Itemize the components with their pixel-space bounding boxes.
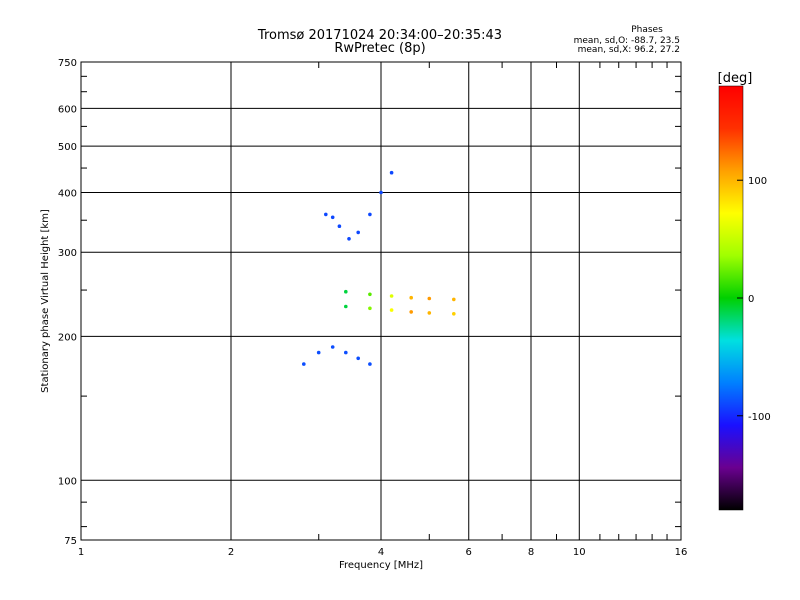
chart-title: Tromsø 20171024 20:34:00–20:35:43 — [257, 28, 502, 43]
data-point — [347, 237, 351, 241]
x-tick-label: 1 — [78, 547, 84, 558]
data-point — [368, 212, 372, 217]
data-point — [356, 356, 361, 361]
y-tick-label: 500 — [58, 142, 77, 153]
chart-subtitle: RwPretec (8p) — [334, 41, 425, 56]
data-point — [344, 304, 348, 309]
data-point — [344, 350, 348, 355]
y-tick-label: 600 — [58, 104, 77, 115]
data-point — [427, 311, 432, 315]
data-point — [389, 170, 394, 175]
y-tick-label: 100 — [58, 476, 77, 487]
colorbar-label: [deg] — [718, 71, 753, 86]
data-point — [389, 294, 394, 298]
colorbar-tick-label: -100 — [748, 412, 771, 423]
y-tick-label: 300 — [58, 248, 77, 259]
y-tick-label: 75 — [64, 536, 77, 547]
scatter-points — [302, 170, 456, 366]
data-point — [330, 215, 335, 220]
colorbar-ticks: 100 0 -100 — [737, 176, 771, 423]
y-tick-label: 750 — [58, 58, 77, 69]
colorbar-tick-label: 0 — [748, 294, 754, 305]
x-axis-label: Frequency [MHz] — [339, 560, 423, 571]
plot-frame — [80, 61, 682, 541]
x-tick-label: 4 — [378, 547, 384, 558]
data-point — [409, 310, 414, 314]
data-point — [337, 224, 342, 228]
data-point — [368, 292, 372, 297]
data-point — [368, 306, 372, 311]
colorbar: [deg] 100 0 -100 — [718, 71, 771, 511]
title-block: Tromsø 20171024 20:34:00–20:35:43 RwPret… — [257, 28, 502, 56]
data-point — [302, 362, 306, 366]
phases-x-stats: mean, sd,X: 96.2, 27.2 — [578, 45, 680, 55]
grid — [81, 62, 681, 540]
data-point — [316, 350, 321, 355]
x-tick-label: 10 — [573, 547, 586, 558]
x-axis-ticks: 1 2 4 6 8 10 16 — [78, 62, 688, 558]
x-tick-label: 2 — [228, 547, 234, 558]
data-point — [452, 297, 456, 302]
y-tick-label: 200 — [58, 332, 77, 343]
y-axis-ticks: 75 100 200 300 400 500 600 750 — [58, 58, 681, 547]
data-point — [409, 295, 414, 300]
data-point — [330, 345, 335, 349]
y-axis-label: Stationary phase Virtual Height [km] — [40, 209, 51, 393]
colorbar-tick-label: 100 — [748, 176, 767, 187]
phases-title: Phases — [631, 25, 663, 35]
data-point — [427, 296, 432, 301]
data-point — [368, 362, 372, 366]
x-tick-label: 16 — [675, 547, 688, 558]
phases-info: Phases mean, sd,O: -88.7, 23.5 mean, sd,… — [574, 25, 680, 55]
data-point — [452, 312, 456, 316]
data-point — [379, 190, 383, 195]
data-point — [389, 308, 394, 312]
x-tick-label: 8 — [528, 547, 534, 558]
phases-o-stats: mean, sd,O: -88.7, 23.5 — [574, 36, 680, 46]
data-point — [344, 289, 348, 294]
x-tick-label: 6 — [466, 547, 472, 558]
data-point — [324, 212, 328, 217]
data-point — [356, 230, 361, 235]
y-tick-label: 400 — [58, 188, 77, 199]
